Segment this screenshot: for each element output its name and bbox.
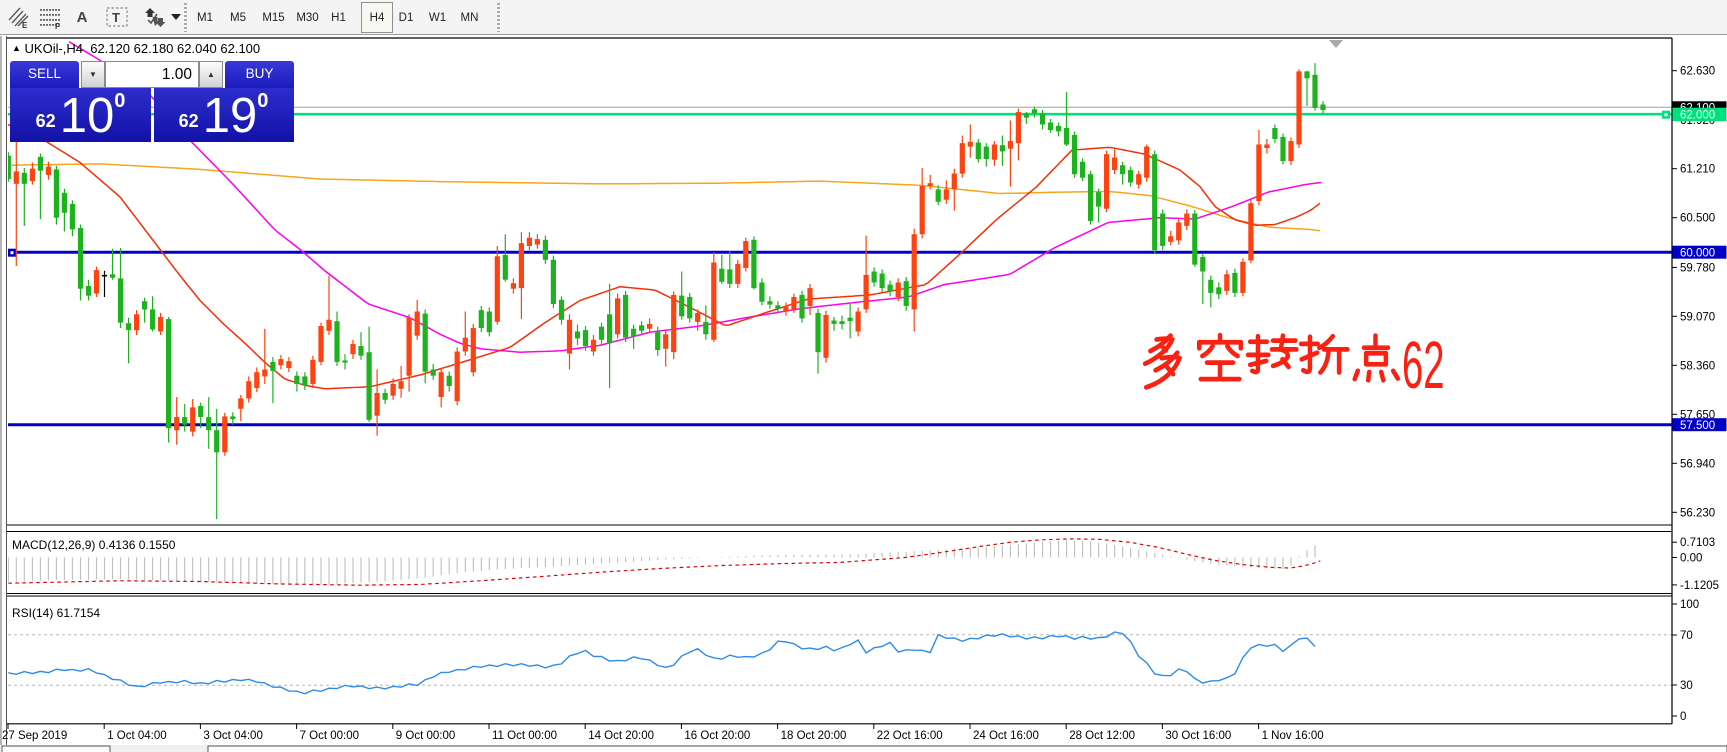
- svg-text:E: E: [22, 21, 28, 30]
- svg-text:-1.1205: -1.1205: [1680, 580, 1719, 592]
- svg-text:59.780: 59.780: [1680, 262, 1715, 274]
- svg-text:56.230: 56.230: [1680, 507, 1715, 519]
- svg-text:28 Oct 12:00: 28 Oct 12:00: [1069, 730, 1135, 742]
- svg-text:1 Oct 04:00: 1 Oct 04:00: [107, 730, 166, 742]
- svg-text:59.070: 59.070: [1680, 311, 1715, 323]
- svg-text:60.500: 60.500: [1680, 213, 1715, 225]
- svg-text:62: 62: [1402, 328, 1444, 403]
- svg-text:18 Oct 20:00: 18 Oct 20:00: [781, 730, 847, 742]
- svg-text:61.210: 61.210: [1680, 164, 1715, 176]
- svg-text:0.00: 0.00: [1680, 553, 1702, 565]
- svg-text:7 Oct 00:00: 7 Oct 00:00: [300, 730, 359, 742]
- svg-text:100: 100: [1680, 599, 1699, 611]
- svg-text:1 Nov 16:00: 1 Nov 16:00: [1262, 730, 1324, 742]
- svg-text:9 Oct 00:00: 9 Oct 00:00: [396, 730, 455, 742]
- svg-text:3 Oct 04:00: 3 Oct 04:00: [203, 730, 262, 742]
- svg-text:27 Sep 2019: 27 Sep 2019: [2, 730, 67, 742]
- svg-text:24 Oct 16:00: 24 Oct 16:00: [973, 730, 1039, 742]
- svg-text:T: T: [112, 10, 120, 25]
- svg-text:62.630: 62.630: [1680, 66, 1715, 78]
- svg-text:F: F: [55, 22, 60, 30]
- svg-text:56.940: 56.940: [1680, 458, 1715, 470]
- svg-text:60.000: 60.000: [1680, 248, 1715, 260]
- svg-text:57.500: 57.500: [1680, 420, 1715, 432]
- svg-text:0.7103: 0.7103: [1680, 537, 1715, 549]
- svg-text:22 Oct 16:00: 22 Oct 16:00: [877, 730, 943, 742]
- svg-text:58.360: 58.360: [1680, 360, 1715, 372]
- svg-text:16 Oct 20:00: 16 Oct 20:00: [684, 730, 750, 742]
- svg-text:0: 0: [1680, 711, 1686, 723]
- svg-text:11 Oct 00:00: 11 Oct 00:00: [492, 730, 557, 742]
- svg-text:14 Oct 20:00: 14 Oct 20:00: [588, 730, 654, 742]
- svg-text:62.000: 62.000: [1680, 110, 1715, 122]
- svg-text:30: 30: [1680, 680, 1693, 692]
- svg-text:70: 70: [1680, 630, 1693, 642]
- svg-text:30 Oct 16:00: 30 Oct 16:00: [1165, 730, 1231, 742]
